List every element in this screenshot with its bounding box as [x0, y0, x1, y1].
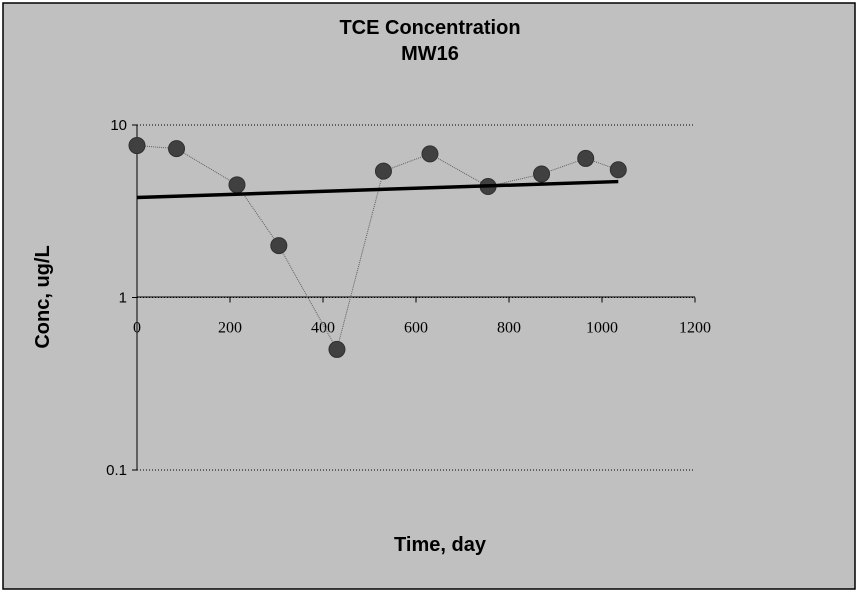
- y-tick-label-0: 0.1: [106, 462, 127, 479]
- data-series: [128, 137, 627, 358]
- trendline-group: [136, 179, 619, 200]
- data-point-9: [577, 149, 595, 167]
- x-tick-label-0: 0: [133, 320, 141, 337]
- x-tick-label-3: 600: [404, 320, 428, 337]
- chart-title-line-1: TCE Concentration: [339, 17, 520, 39]
- x-tick-label-4: 800: [497, 320, 521, 337]
- x-tick-label-5: 1000: [586, 320, 618, 337]
- y-axis-ticks: 0.1 1 10: [106, 117, 137, 479]
- data-point-1: [168, 140, 186, 158]
- data-point-5: [374, 162, 392, 180]
- x-axis-ticks: 0 200 400 600 800 1000 1200: [133, 297, 711, 337]
- x-axis-title: Time, day: [394, 534, 487, 556]
- x-tick-label-1: 200: [218, 320, 242, 337]
- x-tick-label-6: 1200: [679, 320, 711, 337]
- y-tick-label-2: 10: [110, 117, 127, 134]
- data-point-8: [533, 165, 551, 183]
- data-point-3: [270, 237, 288, 255]
- y-tick-label-1: 1: [119, 290, 127, 307]
- data-point-2: [228, 176, 246, 194]
- data-point-4: [328, 340, 346, 358]
- x-tick-label-2: 400: [311, 320, 335, 337]
- data-point-6: [421, 145, 439, 163]
- trendline: [136, 179, 619, 200]
- chart-title-line-2: MW16: [401, 43, 459, 65]
- data-point-10: [609, 161, 627, 179]
- y-axis-title: Conc, ug/L: [32, 245, 54, 348]
- series-connector-line: [136, 145, 619, 351]
- data-point-0: [128, 137, 146, 155]
